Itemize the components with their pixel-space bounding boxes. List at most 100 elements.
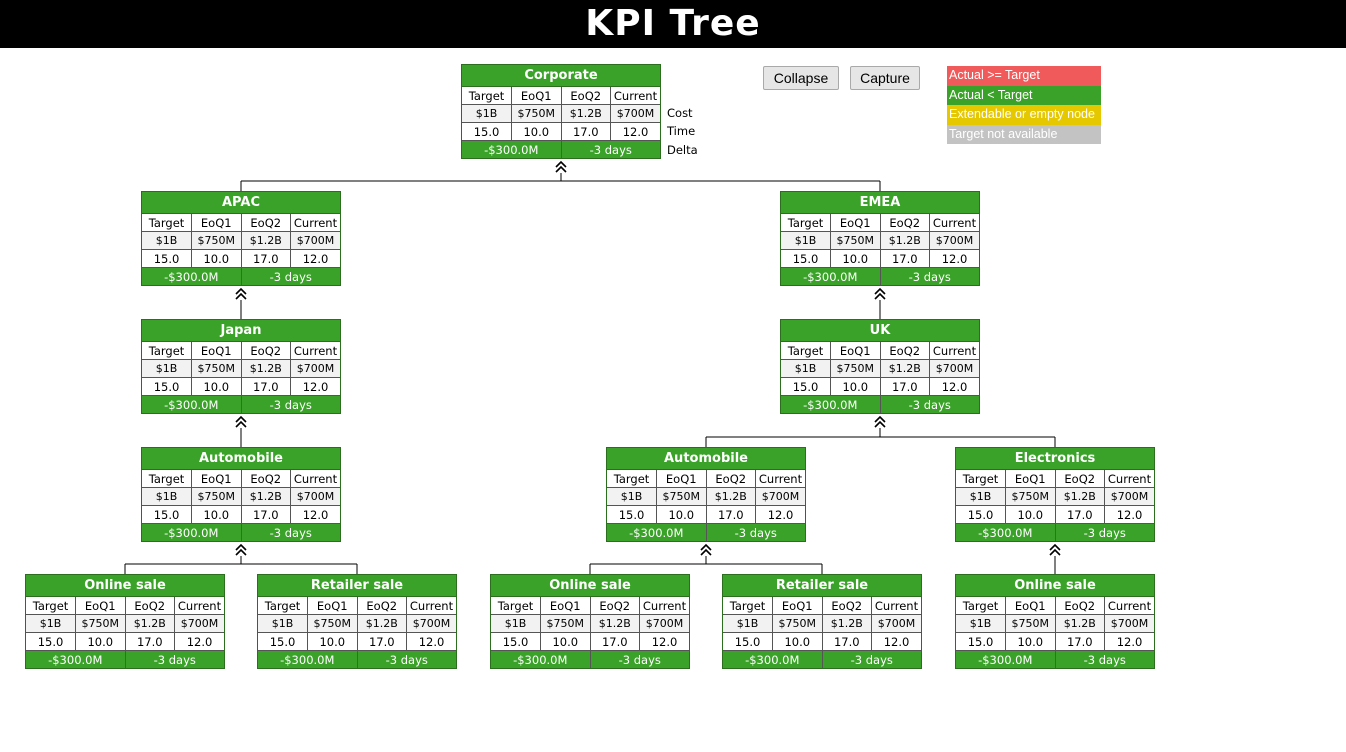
column-headers: Target EoQ1 EoQ2 Current — [258, 597, 456, 615]
time-value: 15.0 — [607, 505, 657, 524]
kpi-table: Target EoQ1 EoQ2 Current $1B $750M $1.2B $700M 1… — [26, 597, 224, 668]
time-delta: -3 days — [879, 395, 979, 413]
kpi-node-japan-auto-online[interactable]: Online sale Target EoQ1 EoQ2 Current $1B $750M… — [25, 574, 225, 669]
column-headers: Target EoQ1 EoQ2 Current — [142, 214, 340, 232]
capture-button[interactable]: Capture — [850, 66, 920, 90]
column-header: EoQ2 — [589, 597, 640, 615]
collapse-chevron-icon[interactable] — [874, 415, 886, 428]
cost-row: $1B $750M $1.2B $700M — [142, 359, 340, 378]
column-header: Target — [142, 214, 192, 232]
column-header: EoQ2 — [560, 87, 611, 105]
cost-value: $1B — [956, 487, 1006, 506]
kpi-node-japan-automobile[interactable]: Automobile Target EoQ1 EoQ2 Current $1B $750M $… — [141, 447, 341, 542]
column-header: EoQ2 — [124, 597, 175, 615]
collapse-chevron-icon[interactable] — [1049, 543, 1061, 556]
column-header: Current — [290, 214, 340, 232]
cost-value: $1B — [26, 614, 76, 633]
cost-row: $1B $750M $1.2B $700M — [491, 614, 689, 633]
kpi-node-uk[interactable]: UK Target EoQ1 EoQ2 Current $1B $750M $1.2B $700… — [780, 319, 980, 414]
column-headers: Target EoQ1 EoQ2 Current — [781, 342, 979, 360]
cost-delta: -$300.0M — [142, 395, 242, 413]
column-header: Current — [174, 597, 224, 615]
collapse-chevron-icon[interactable] — [555, 160, 567, 173]
cost-value: $1.2B — [1054, 614, 1105, 633]
collapse-chevron-icon[interactable] — [700, 543, 712, 556]
collapse-chevron-icon[interactable] — [874, 287, 886, 300]
cost-delta: -$300.0M — [462, 140, 562, 158]
kpi-node-japan[interactable]: Japan Target EoQ1 EoQ2 Current $1B $750M $1.2B $… — [141, 319, 341, 414]
cost-value: $750M — [191, 487, 242, 506]
kpi-node-apac[interactable]: APAC Target EoQ1 EoQ2 Current $1B $750M $1.2B $7… — [141, 191, 341, 286]
time-delta: -3 days — [240, 523, 340, 541]
time-value: 10.0 — [540, 632, 591, 651]
cost-value: $750M — [540, 614, 591, 633]
kpi-table: Target EoQ1 EoQ2 Current $1B $750M $1.2B $700M 1… — [607, 470, 805, 541]
column-header: Current — [755, 470, 805, 488]
cost-row: $1B $750M $1.2B $700M — [26, 614, 224, 633]
time-value: 10.0 — [191, 505, 242, 524]
cost-value: $1B — [258, 614, 308, 633]
time-value: 10.0 — [307, 632, 358, 651]
time-value: 12.0 — [929, 249, 979, 268]
column-header: Target — [781, 342, 831, 360]
column-header: EoQ2 — [240, 342, 291, 360]
cost-value: $1B — [142, 359, 192, 378]
cost-value: $1B — [781, 231, 831, 250]
collapse-chevron-icon[interactable] — [235, 287, 247, 300]
cost-row: $1B $750M $1.2B $700M — [956, 614, 1154, 633]
time-value: 17.0 — [589, 632, 640, 651]
time-row: 15.0 10.0 17.0 12.0 — [781, 249, 979, 268]
collapse-chevron-icon[interactable] — [235, 543, 247, 556]
time-delta: -3 days — [879, 267, 979, 285]
collapse-button[interactable]: Collapse — [763, 66, 839, 90]
time-value: 12.0 — [755, 505, 805, 524]
kpi-node-emea[interactable]: EMEA Target EoQ1 EoQ2 Current $1B $750M $1.2B $7… — [780, 191, 980, 286]
time-value: 17.0 — [240, 505, 291, 524]
column-headers: Target EoQ1 EoQ2 Current — [607, 470, 805, 488]
delta-row: -$300.0M -3 days — [781, 267, 979, 285]
cost-value: $1B — [956, 614, 1006, 633]
cost-value: $1B — [142, 487, 192, 506]
time-delta: -3 days — [1054, 523, 1154, 541]
time-value: 15.0 — [956, 632, 1006, 651]
column-header: Current — [1104, 470, 1154, 488]
cost-delta: -$300.0M — [258, 650, 358, 668]
column-header: Current — [639, 597, 689, 615]
column-headers: Target EoQ1 EoQ2 Current — [956, 597, 1154, 615]
kpi-node-uk-electronics[interactable]: Electronics Target EoQ1 EoQ2 Current $1B $750M… — [955, 447, 1155, 542]
column-header: Target — [462, 87, 512, 105]
cost-row: $1B $750M $1.2B $700M — [723, 614, 921, 633]
column-header: EoQ2 — [240, 214, 291, 232]
cost-value: $1B — [462, 104, 512, 123]
time-value: 15.0 — [26, 632, 76, 651]
collapse-chevron-icon[interactable] — [235, 415, 247, 428]
time-row: 15.0 10.0 17.0 12.0 — [723, 632, 921, 651]
node-title: Automobile — [142, 448, 340, 470]
kpi-table: Target EoQ1 EoQ2 Current $1B $750M $1.2B $700M 1… — [491, 597, 689, 668]
cost-value: $700M — [290, 487, 340, 506]
kpi-node-japan-auto-retailer[interactable]: Retailer sale Target EoQ1 EoQ2 Current $1B $75… — [257, 574, 457, 669]
column-headers: Target EoQ1 EoQ2 Current — [462, 87, 660, 105]
kpi-node-uk-auto-retailer[interactable]: Retailer sale Target EoQ1 EoQ2 Current $1B $75… — [722, 574, 922, 669]
time-value: 15.0 — [142, 249, 192, 268]
cost-value: $750M — [830, 231, 881, 250]
time-value: 17.0 — [821, 632, 872, 651]
cost-value: $700M — [871, 614, 921, 633]
column-header: Target — [26, 597, 76, 615]
time-delta: -3 days — [589, 650, 689, 668]
kpi-node-corporate[interactable]: Corporate Target EoQ1 EoQ2 Current $1B $750M $1… — [461, 64, 661, 159]
kpi-node-uk-elec-online[interactable]: Online sale Target EoQ1 EoQ2 Current $1B $750M… — [955, 574, 1155, 669]
time-row: 15.0 10.0 17.0 12.0 — [258, 632, 456, 651]
column-header: Current — [290, 470, 340, 488]
time-value: 12.0 — [929, 377, 979, 396]
column-header: Target — [723, 597, 773, 615]
node-title: Corporate — [462, 65, 660, 87]
time-delta: -3 days — [705, 523, 805, 541]
cost-value: $1B — [142, 231, 192, 250]
column-header: Current — [610, 87, 660, 105]
node-title: Retailer sale — [723, 575, 921, 597]
node-title: UK — [781, 320, 979, 342]
delta-row: -$300.0M -3 days — [142, 267, 340, 285]
kpi-node-uk-auto-online[interactable]: Online sale Target EoQ1 EoQ2 Current $1B $750M… — [490, 574, 690, 669]
kpi-node-uk-automobile[interactable]: Automobile Target EoQ1 EoQ2 Current $1B $750M $… — [606, 447, 806, 542]
